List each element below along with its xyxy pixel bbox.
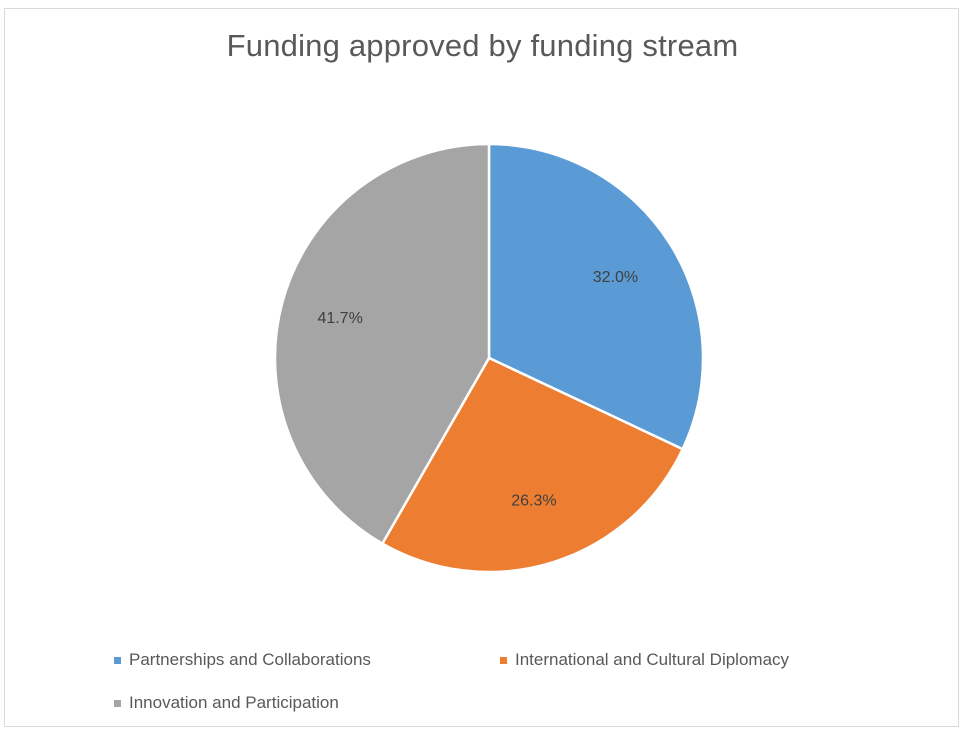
data-labels: 32.0% 26.3% 41.7% [317,269,638,509]
legend-label: Partnerships and Collaborations [129,650,371,669]
pie-slices [273,142,705,574]
pie-slice-partnerships-and-collaborations [487,142,705,451]
legend-swatch [114,656,121,664]
legend-swatch [500,656,507,664]
pie-slice-international-and-cultural-diplomacy [381,356,684,574]
legend-item-innovation-and-participation: Innovation and Participation [114,693,339,713]
chart-title: Funding approved by funding stream [226,28,739,63]
legend-swatch [114,699,121,707]
data-label-innovation-and-participation: 41.7% [317,310,362,327]
data-label-partnerships-and-collaborations: 32.0% [593,269,638,286]
legend-item-international-and-cultural-diplomacy: International and Cultural Diplomacy [500,650,789,670]
pie-slice-innovation-and-participation [273,142,491,545]
data-label-international-and-cultural-diplomacy: 26.3% [511,492,556,509]
legend-label: International and Cultural Diplomacy [515,650,790,669]
legend-item-partnerships-and-collaborations: Partnerships and Collaborations [114,650,371,670]
legend-label: Innovation and Participation [129,693,339,712]
